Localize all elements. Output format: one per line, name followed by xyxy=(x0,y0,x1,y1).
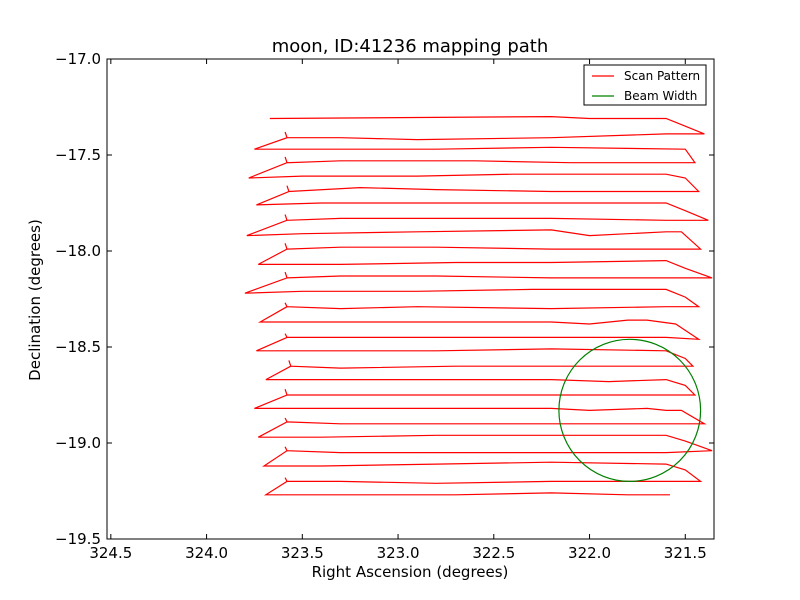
x-tick-label: 322.0 xyxy=(568,544,611,562)
y-tick-label: −18.5 xyxy=(55,338,101,356)
y-axis-label: Declination (degrees) xyxy=(26,219,44,381)
y-tick-label: −19.0 xyxy=(55,434,101,452)
plot-area: 324.5 324.0 323.5 323.0 322.5 322.0 321.5 −17.0… xyxy=(55,50,715,562)
y-tick-label: −17.0 xyxy=(55,50,101,68)
y-tick-label: −17.5 xyxy=(55,146,101,164)
x-axis-label: Right Ascension (degrees) xyxy=(312,563,509,581)
axes-frame xyxy=(106,58,715,540)
y-tick-label: −19.5 xyxy=(55,530,101,548)
x-tick-label: 323.5 xyxy=(281,544,324,562)
legend-label-scan-pattern: Scan Pattern xyxy=(624,69,700,83)
legend-label-beam-width: Beam Width xyxy=(624,89,697,103)
x-tick-label: 324.5 xyxy=(89,544,132,562)
series-scan-pattern xyxy=(244,115,713,496)
x-tick-label: 324.0 xyxy=(185,544,228,562)
x-tick-label: 321.5 xyxy=(664,544,707,562)
x-tick-label: 322.5 xyxy=(472,544,515,562)
legend: Scan Pattern Beam Width xyxy=(583,64,707,106)
y-tick-label: −18.0 xyxy=(55,242,101,260)
series-group xyxy=(244,115,713,496)
chart-title: moon, ID:41236 mapping path xyxy=(272,36,549,57)
legend-box xyxy=(583,64,707,106)
series-beam-width xyxy=(558,338,702,482)
x-tick-label: 323.0 xyxy=(377,544,420,562)
